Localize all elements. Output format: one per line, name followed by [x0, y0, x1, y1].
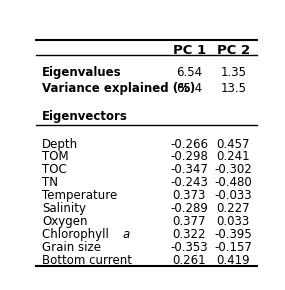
- Text: 0.241: 0.241: [217, 151, 250, 164]
- Text: 6.54: 6.54: [176, 66, 202, 79]
- Text: 1.35: 1.35: [220, 66, 246, 79]
- Text: Temperature: Temperature: [42, 189, 117, 202]
- Text: Oxygen: Oxygen: [42, 215, 88, 228]
- Text: TOC: TOC: [42, 164, 67, 176]
- Text: Variance explained (%): Variance explained (%): [42, 82, 196, 95]
- Text: 0.261: 0.261: [172, 254, 206, 267]
- Text: Bottom current: Bottom current: [42, 254, 132, 267]
- Text: 0.322: 0.322: [172, 228, 206, 241]
- Text: -0.480: -0.480: [214, 176, 252, 189]
- Text: -0.347: -0.347: [170, 164, 208, 176]
- Text: PC 2: PC 2: [217, 44, 250, 57]
- Text: PC 1: PC 1: [173, 44, 206, 57]
- Text: TOM: TOM: [42, 151, 69, 164]
- Text: a: a: [122, 228, 129, 241]
- Text: 0.227: 0.227: [217, 202, 250, 215]
- Text: Eigenvalues: Eigenvalues: [42, 66, 122, 79]
- Text: -0.157: -0.157: [214, 241, 252, 254]
- Text: -0.298: -0.298: [170, 151, 208, 164]
- Text: -0.243: -0.243: [170, 176, 208, 189]
- Text: -0.266: -0.266: [170, 137, 208, 151]
- Text: 0.377: 0.377: [172, 215, 206, 228]
- Text: 65.4: 65.4: [176, 82, 202, 95]
- Text: Eigenvectors: Eigenvectors: [42, 110, 128, 123]
- Text: Salinity: Salinity: [42, 202, 86, 215]
- Text: 0.419: 0.419: [217, 254, 250, 267]
- Text: -0.033: -0.033: [215, 189, 252, 202]
- Text: Depth: Depth: [42, 137, 78, 151]
- Text: Grain size: Grain size: [42, 241, 101, 254]
- Text: -0.395: -0.395: [214, 228, 252, 241]
- Text: 0.373: 0.373: [172, 189, 206, 202]
- Text: -0.289: -0.289: [170, 202, 208, 215]
- Text: 0.033: 0.033: [217, 215, 250, 228]
- Text: TN: TN: [42, 176, 58, 189]
- Text: -0.353: -0.353: [170, 241, 208, 254]
- Text: -0.302: -0.302: [214, 164, 252, 176]
- Text: 0.457: 0.457: [217, 137, 250, 151]
- Text: 13.5: 13.5: [220, 82, 246, 95]
- Text: Chlorophyll: Chlorophyll: [42, 228, 113, 241]
